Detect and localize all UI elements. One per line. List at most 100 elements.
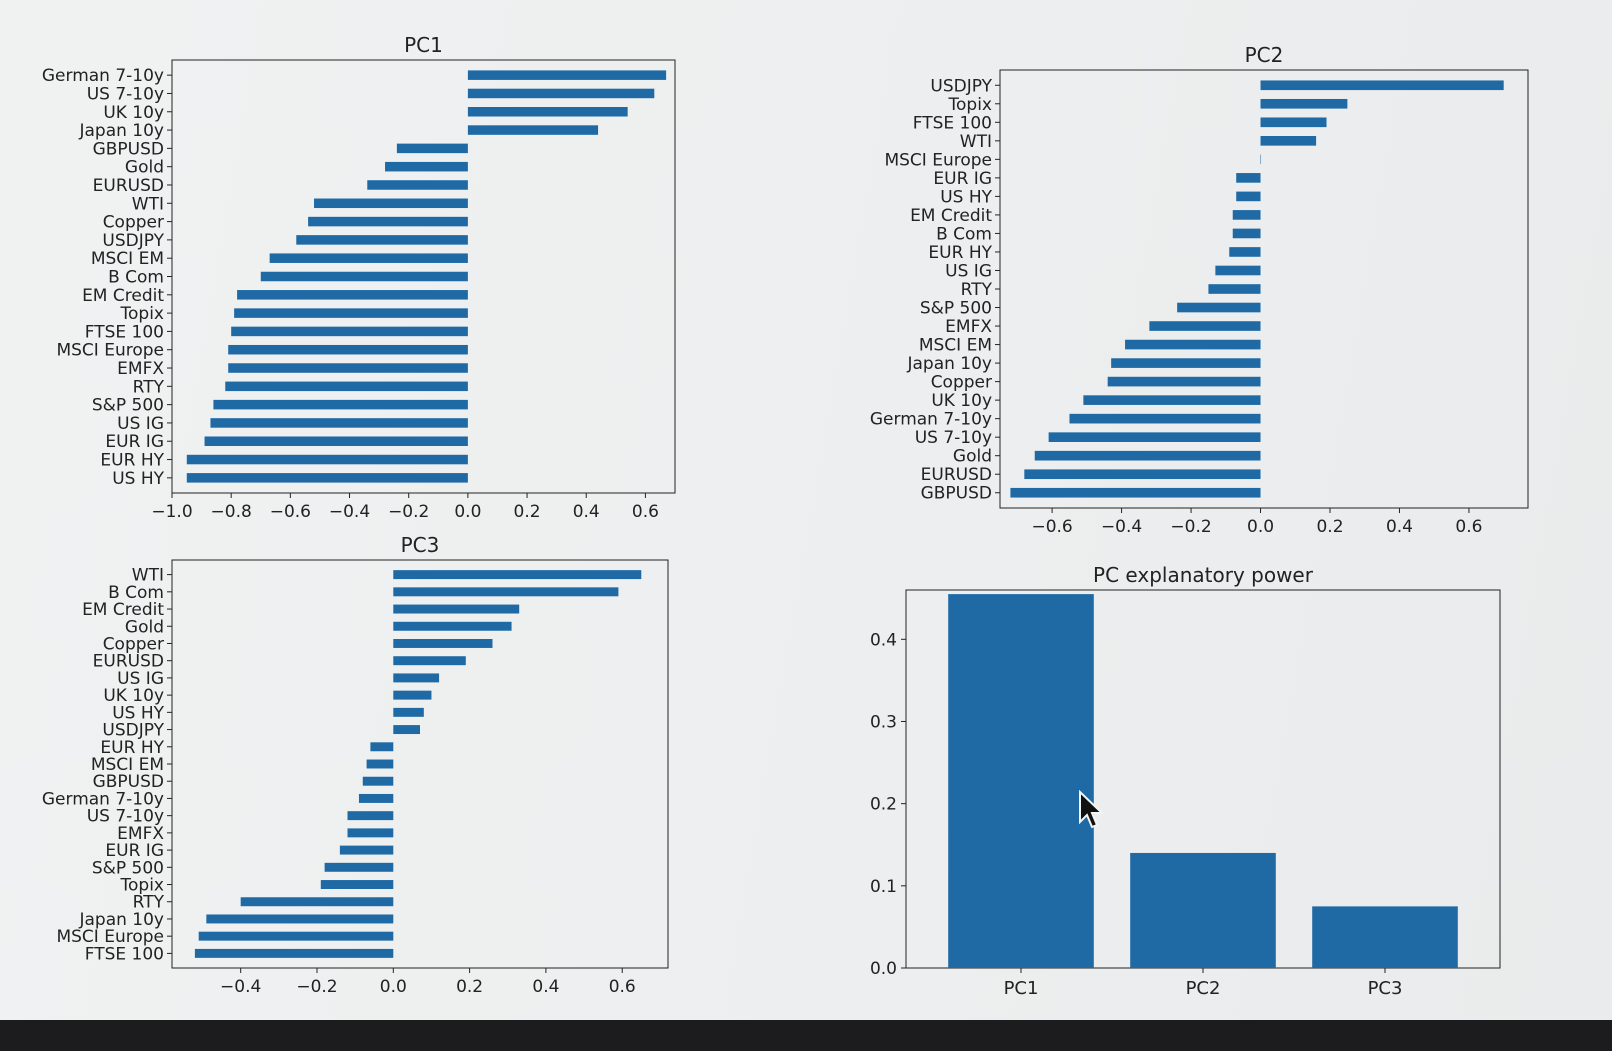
y-tick-label: UK 10y	[931, 391, 992, 411]
y-tick-label: EUR IG	[105, 432, 164, 452]
bar-eur-ig	[339, 845, 394, 855]
chart-title: PC1	[404, 33, 443, 57]
y-tick-label: Japan 10y	[78, 121, 164, 141]
bar-gbpusd	[1010, 487, 1261, 498]
bar-eur-hy	[370, 742, 394, 752]
y-tick-label: 0.2	[870, 795, 897, 815]
x-tick-label: −0.4	[1101, 517, 1142, 537]
chart-title: PC explanatory power	[1093, 563, 1314, 587]
y-tick-label: US HY	[940, 187, 992, 207]
y-tick-label: EURUSD	[93, 176, 164, 196]
bar-copper	[308, 216, 468, 227]
x-tick-label: 0.4	[1386, 517, 1413, 537]
bar-usdjpy	[296, 235, 468, 245]
bar-us-ig	[1215, 265, 1261, 276]
bar-s-p-500	[213, 399, 468, 410]
x-tick-label: 0.2	[1316, 517, 1343, 537]
y-tick-label: EUR IG	[105, 841, 164, 861]
y-tick-label: 0.4	[870, 630, 897, 650]
y-tick-label: B Com	[108, 268, 164, 288]
bar-pc3	[1312, 906, 1458, 968]
x-tick-label: 0.2	[456, 977, 483, 997]
y-tick-label: Gold	[953, 447, 992, 467]
x-tick-label: −0.2	[1170, 517, 1211, 537]
y-tick-label: 0.1	[870, 877, 897, 897]
photographed-monitor-screen: PC1 German 7-10y US 7-10y UK 10y Japan 10y GB…	[0, 0, 1612, 1020]
bar-us-7-10y	[467, 88, 655, 99]
y-tick-label: MSCI EM	[91, 755, 164, 775]
x-tick-label: −0.6	[1031, 517, 1072, 537]
x-tick-label: 0.6	[632, 502, 659, 522]
y-tick-label: US 7-10y	[87, 807, 164, 827]
bar-japan-10y	[467, 125, 599, 135]
pc-explanatory-power-chart: PC explanatory power PC1 PC2 PC3 0.0 0.1 0.2 0.…	[870, 563, 1501, 999]
bar-emfx	[347, 828, 394, 838]
bar-b-com	[1232, 228, 1261, 239]
y-tick-label: WTI	[132, 566, 164, 586]
bar-usdjpy	[1260, 80, 1504, 91]
bar-msci-europe	[228, 344, 468, 355]
bar-msci-em	[269, 253, 468, 263]
y-tick-label: US IG	[117, 669, 164, 689]
y-tick-label: Gold	[125, 158, 164, 178]
y-tick-label: US HY	[112, 703, 164, 723]
bar-pc2	[1130, 852, 1276, 968]
x-tick-label: −0.2	[388, 502, 429, 522]
bar-eur-hy	[1229, 247, 1261, 257]
x-tick-label: 0.0	[454, 502, 481, 522]
y-tick-label: Japan 10y	[906, 354, 992, 374]
bar-em-credit	[393, 604, 520, 614]
bar-ftse-100	[231, 326, 468, 337]
bar-us-7-10y	[347, 811, 394, 821]
bar-uk-10y	[467, 107, 628, 117]
bar-pc1	[948, 594, 1094, 968]
y-tick-label: S&P 500	[92, 858, 164, 878]
y-tick-label: GBPUSD	[921, 484, 992, 504]
bar-us-hy	[186, 473, 468, 483]
x-tick-label: 0.0	[380, 977, 407, 997]
bar-msci-em	[366, 759, 394, 769]
bar-topix	[320, 880, 394, 889]
y-tick-label: EM Credit	[910, 206, 992, 226]
y-tick-label: US HY	[112, 469, 164, 489]
bar-eur-hy	[186, 454, 468, 465]
bar-copper	[393, 639, 493, 648]
y-tick-label: WTI	[960, 132, 992, 152]
y-tick-label: UK 10y	[103, 103, 164, 123]
bar-copper	[1107, 376, 1261, 387]
y-tick-label: RTY	[133, 893, 165, 913]
y-tick-label: US 7-10y	[915, 428, 992, 448]
bar-us-hy	[393, 707, 424, 717]
y-tick-label: EMFX	[945, 317, 992, 337]
bar-gold	[393, 621, 512, 631]
bar-gbpusd	[362, 776, 394, 786]
bar-s-p-500	[1177, 302, 1261, 313]
bar-em-credit	[237, 290, 468, 300]
x-tick-label: −0.4	[329, 502, 370, 522]
y-tick-label: German 7-10y	[42, 66, 164, 86]
y-tick-label: US 7-10y	[87, 84, 164, 104]
y-tick-label: RTY	[961, 280, 993, 300]
y-tick-label: 0.3	[870, 712, 897, 732]
bar-ftse-100	[194, 948, 394, 958]
bar-emfx	[1149, 321, 1261, 331]
x-tick-label: 0.0	[1247, 517, 1274, 537]
y-tick-label: EM Credit	[82, 286, 164, 306]
y-tick-label: Topix	[120, 876, 164, 896]
bar-japan-10y	[1111, 358, 1261, 368]
bar-us-hy	[1236, 191, 1261, 202]
x-tick-label: −0.2	[296, 977, 337, 997]
y-tick-label: Copper	[931, 373, 992, 393]
y-tick-label: RTY	[133, 377, 165, 397]
y-tick-label: MSCI Europe	[56, 341, 164, 361]
bar-topix	[1260, 98, 1348, 109]
bar-wti	[393, 570, 642, 580]
x-tick-label: PC2	[1186, 978, 1221, 999]
bar-german-7-10y	[358, 793, 394, 803]
x-tick-label: 0.4	[573, 502, 600, 522]
y-tick-label: MSCI EM	[919, 336, 992, 356]
bar-em-credit	[1232, 210, 1261, 220]
chart-title: PC3	[401, 533, 440, 557]
x-tick-label: 0.4	[532, 977, 559, 997]
